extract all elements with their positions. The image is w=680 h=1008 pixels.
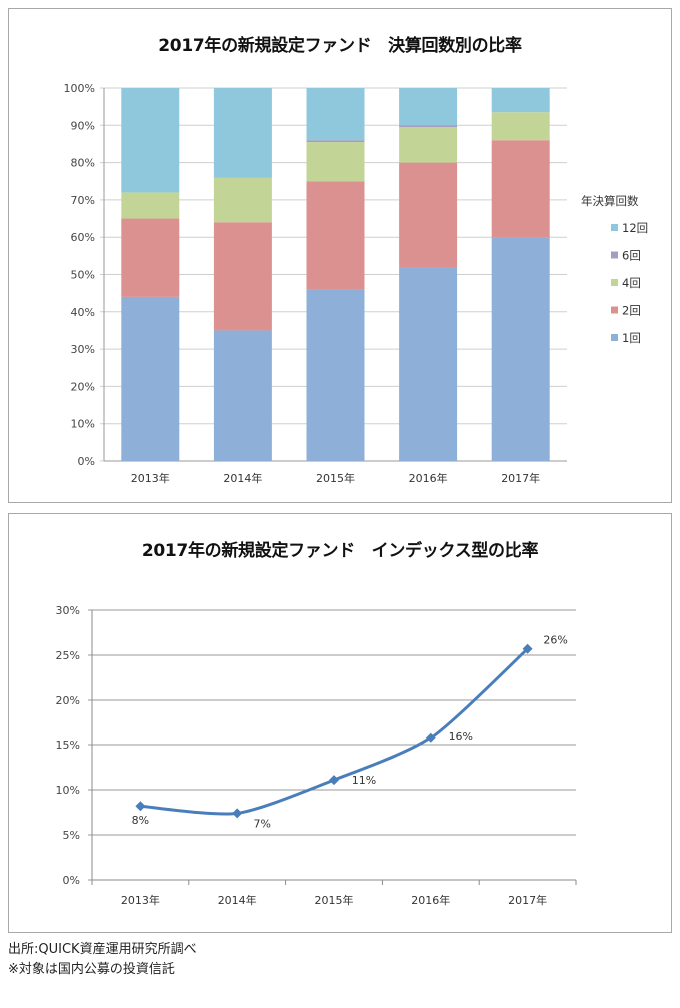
legend-swatch-12回	[611, 224, 618, 231]
y-tick-label: 0%	[63, 874, 80, 887]
legend-label: 1回	[622, 331, 641, 345]
x-tick-label: 2015年	[316, 471, 355, 485]
x-tick-label: 2013年	[131, 471, 170, 485]
bar-segment-2回	[121, 218, 180, 297]
bar-segment-6回	[399, 125, 458, 128]
bar-segment-6回	[306, 140, 365, 143]
y-tick-label: 50%	[71, 269, 95, 282]
scope-note: ※対象は国内公募の投資信託	[8, 962, 175, 977]
y-tick-label: 5%	[63, 829, 80, 842]
x-tick-label: 2014年	[223, 471, 262, 485]
chart-title: 2017年の新規設定ファンド インデックス型の比率	[141, 541, 539, 561]
bar-segment-12回	[213, 88, 272, 178]
bar-segment-2回	[399, 162, 458, 268]
bar-segment-1回	[213, 330, 272, 461]
y-tick-label: 20%	[71, 380, 95, 393]
y-tick-label: 100%	[64, 82, 95, 95]
data-label: 11%	[352, 774, 376, 787]
bar-segment-1回	[399, 267, 458, 461]
x-tick-label: 2013年	[121, 893, 160, 907]
legend-label: 4回	[622, 276, 641, 290]
bar-segment-2回	[213, 222, 272, 331]
x-tick-label: 2015年	[315, 893, 354, 907]
chart-title: 2017年の新規設定ファンド 決算回数別の比率	[158, 36, 522, 56]
bar-segment-4回	[306, 142, 365, 182]
data-point-marker	[232, 808, 243, 819]
bar-segment-1回	[306, 289, 365, 461]
stacked-bar-chart-panel: 2017年の新規設定ファンド 決算回数別の比率 0% 10% 20% 30% 40% 50…	[8, 8, 672, 503]
y-tick-label: 60%	[71, 231, 95, 244]
data-label: 7%	[253, 817, 270, 830]
bar-segment-1回	[491, 237, 550, 461]
y-tick-label: 0%	[78, 455, 95, 468]
bar-segment-2回	[491, 140, 550, 238]
bar-segment-4回	[491, 112, 550, 141]
data-label: 16%	[449, 730, 473, 743]
bar-segment-4回	[121, 192, 180, 219]
y-tick-label: 10%	[71, 418, 95, 431]
y-tick-label: 40%	[71, 306, 95, 319]
y-tick-label: 20%	[56, 694, 80, 707]
source-note: 出所:QUICK資産運用研究所調べ	[8, 942, 197, 957]
legend-label: 6回	[622, 249, 641, 263]
y-tick-label: 30%	[71, 343, 95, 356]
data-point-marker	[135, 801, 146, 812]
bar-segment-4回	[399, 127, 458, 163]
bar-segment-12回	[121, 88, 180, 193]
line-chart-panel: 2017年の新規設定ファンド インデックス型の比率 0% 5% 10% 15% 20% 2…	[8, 513, 672, 933]
x-tick-label: 2017年	[508, 893, 547, 907]
legend-swatch-1回	[611, 334, 618, 341]
y-tick-label: 30%	[56, 604, 80, 617]
y-tick-label: 25%	[56, 649, 80, 662]
data-label: 26%	[543, 634, 567, 647]
data-point-marker	[522, 643, 533, 654]
bar-segment-12回	[491, 88, 550, 113]
legend-swatch-2回	[611, 306, 618, 314]
legend-swatch-6回	[611, 251, 618, 259]
bar-segment-1回	[121, 296, 180, 461]
bar-segment-12回	[399, 88, 458, 126]
bar-segment-2回	[306, 181, 365, 290]
bar-segment-4回	[213, 177, 272, 223]
bar-segment-12回	[306, 88, 365, 141]
stacked-bar-chart: 0% 10% 20% 30% 40% 50% 60% 70% 80% 90% 100% 2013年 20…	[64, 82, 649, 485]
x-tick-label: 2017年	[501, 471, 540, 485]
legend-title: 年決算回数	[581, 194, 639, 208]
data-label: 8%	[132, 814, 149, 827]
legend-swatch-4回	[611, 279, 618, 286]
x-tick-label: 2016年	[409, 471, 448, 485]
legend-label: 2回	[622, 304, 641, 318]
y-tick-label: 70%	[71, 194, 95, 207]
y-tick-label: 15%	[56, 739, 80, 752]
line-chart: 0% 5% 10% 15% 20% 25% 30% 2013年 2014年 2015年 2016年 2…	[56, 604, 577, 907]
legend-label: 12回	[622, 221, 648, 235]
data-point-marker	[329, 775, 339, 786]
y-tick-label: 80%	[71, 157, 95, 170]
y-tick-label: 90%	[71, 119, 95, 132]
data-point-marker	[425, 732, 436, 743]
x-tick-label: 2016年	[411, 893, 450, 907]
x-tick-label: 2014年	[218, 893, 257, 907]
y-tick-label: 10%	[56, 784, 80, 797]
